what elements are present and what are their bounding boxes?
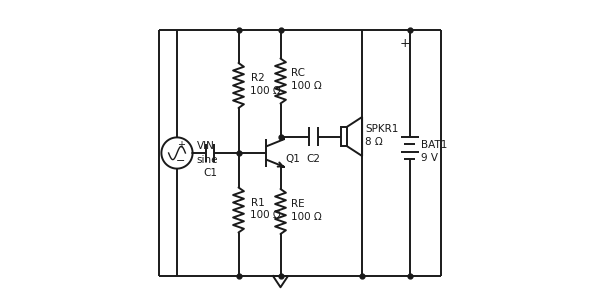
Text: 100 Ω: 100 Ω bbox=[251, 86, 281, 96]
Text: RC: RC bbox=[291, 68, 305, 79]
Text: 100 Ω: 100 Ω bbox=[291, 212, 322, 222]
Text: SPKR1: SPKR1 bbox=[365, 124, 398, 134]
Text: RE: RE bbox=[291, 199, 305, 209]
Text: −: − bbox=[176, 156, 185, 167]
Text: 100 Ω: 100 Ω bbox=[291, 81, 322, 92]
Text: R2: R2 bbox=[251, 73, 264, 83]
Text: 100 Ω: 100 Ω bbox=[251, 210, 281, 220]
Text: C2: C2 bbox=[307, 154, 320, 164]
Text: 9 V: 9 V bbox=[421, 153, 438, 164]
Text: 8 Ω: 8 Ω bbox=[365, 137, 383, 147]
Text: R1: R1 bbox=[251, 197, 264, 208]
Bar bbox=[341, 127, 347, 146]
Text: sine: sine bbox=[197, 154, 218, 165]
Text: VIN: VIN bbox=[197, 141, 214, 152]
Text: +: + bbox=[176, 140, 185, 150]
Text: Q1: Q1 bbox=[285, 154, 300, 164]
Text: C1: C1 bbox=[203, 167, 217, 178]
Text: +: + bbox=[400, 37, 410, 50]
Text: BAT1: BAT1 bbox=[421, 140, 447, 151]
